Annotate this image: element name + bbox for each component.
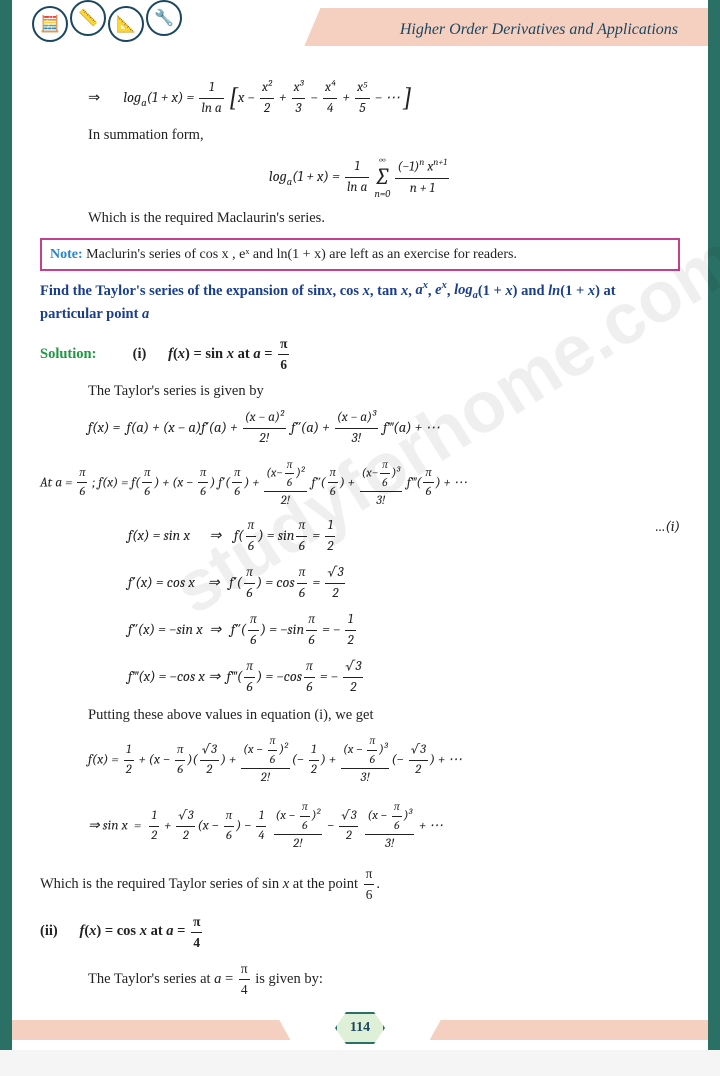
eq-f: f(x) = sin x ⇒ f(π6) = sinπ6 = 12 …(i) [40,516,680,557]
footer-stripe-right [430,1020,708,1040]
page-footer: 114 [12,1000,708,1050]
summation-intro: In summation form, [40,125,680,147]
substitute-intro: Putting these above values in equation (… [40,705,680,727]
eq-fpp: f″(x) = −sin x ⇒ f″(π6) = −sinπ6 = − 12 [40,610,680,651]
taylor-conclusion: Which is the required Taylor series of s… [40,864,680,905]
header-icon-row: 🧮 📏 📐 🔧 [32,6,182,42]
solution-line-i: Solution: (i) f(x) = sin x at a = π6 [40,334,680,375]
solution-label: Solution: [40,346,96,362]
eq-ref-i: …(i) [655,516,680,538]
note-label: Note: [50,247,83,262]
page-container: 🧮 📏 📐 🔧 Higher Order Derivatives and App… [0,0,720,1050]
tools-icon: 🔧 [146,0,182,36]
compass-icon: 📐 [108,6,144,42]
page-content: studyforhome.com ⇒ loga(1 + x) = 1ln a [… [12,60,708,1076]
note-text: Maclurin's series of cos x , eˣ and ln(1… [86,247,517,262]
eq-log-expansion: ⇒ loga(1 + x) = 1ln a [x − x²2 + x³3 − x… [40,78,680,119]
implies-arrow: ⇒ [88,89,100,106]
eq-summation: loga(1 + x) = 1ln a ∞ ∑ n=0 (−1)n xn+1n … [40,153,680,202]
page-header: 🧮 📏 📐 🔧 Higher Order Derivatives and App… [12,0,708,60]
footer-stripe-left [12,1020,290,1040]
eq-result-1: f(x) = 12 + (x − π6)(√32) + (x − π6)²2!(… [40,732,680,788]
maclaurin-conclusion: Which is the required Maclaurin's series… [40,208,680,230]
eq-fprime: f′(x) = cos x ⇒ f′(π6) = cosπ6 = √32 [40,563,680,604]
part-ii-heading: (ii) f(x) = cos x at a = π4 [40,912,680,953]
eq-fppp: f‴(x) = −cos x ⇒ f‴(π6) = −cosπ6 = − √32 [40,657,680,698]
ruler-icon: 📏 [70,0,106,36]
note-box: Note: Maclurin's series of cos x , eˣ an… [40,238,680,271]
page-number: 114 [335,1012,385,1044]
taylor-intro: The Taylor's series is given by [40,381,680,403]
calculator-icon: 🧮 [32,6,68,42]
problem-heading: Find the Taylor's series of the expansio… [40,279,680,326]
eq-taylor-general: f(x) = f(a) + (x − a)f′(a) + (x − a)²2! … [40,408,680,449]
eq-taylor-at-pi6: At a = π6 ; f(x) = f(π6) + (x − π6) f′(π… [40,456,680,511]
eq-result-2: ⇒ sin x = 12 + √32(x − π6) − 14 (x − π6)… [40,798,680,854]
part-ii-intro: The Taylor's series at a = π4 is given b… [40,959,680,1000]
chapter-title: Higher Order Derivatives and Application… [400,21,678,39]
